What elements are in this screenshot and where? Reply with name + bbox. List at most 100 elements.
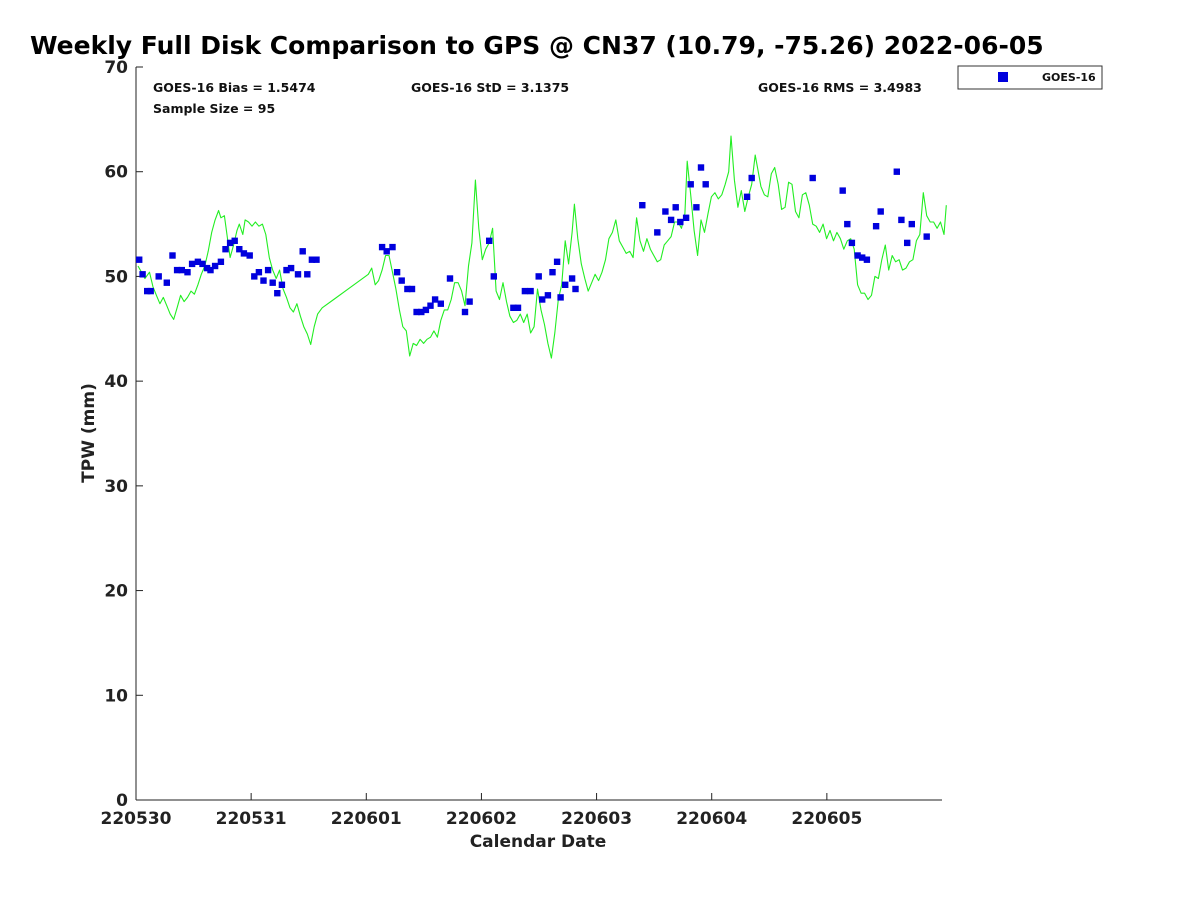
data-point <box>539 296 546 303</box>
data-point <box>510 304 517 311</box>
data-point <box>557 294 564 301</box>
data-point <box>408 285 416 293</box>
data-point <box>226 239 234 247</box>
data-point <box>383 248 390 255</box>
data-point <box>697 164 705 171</box>
data-point <box>854 252 861 259</box>
data-point <box>155 273 162 280</box>
data-point <box>562 281 569 288</box>
data-point <box>904 239 911 247</box>
data-point <box>255 269 263 276</box>
y-axis-label: TPW (mm) <box>79 383 99 483</box>
data-point <box>549 269 556 276</box>
data-point <box>203 264 211 272</box>
data-point <box>294 271 302 278</box>
data-point <box>859 254 866 261</box>
data-point <box>544 292 552 299</box>
y-axis-ticks: 0 10 20 30 40 50 60 70 <box>104 58 143 811</box>
x-tick-label: 220531 <box>216 809 287 829</box>
data-point <box>848 239 856 247</box>
data-point <box>486 237 493 244</box>
data-point <box>404 285 411 293</box>
plot-area <box>136 67 942 800</box>
y-tick-label: 0 <box>116 791 128 811</box>
data-point <box>287 264 295 272</box>
data-point <box>194 258 202 265</box>
data-point <box>422 306 430 314</box>
y-tick-label: 60 <box>104 163 128 183</box>
data-point <box>693 204 700 211</box>
data-point <box>682 214 690 221</box>
data-point <box>378 243 386 251</box>
data-point <box>260 277 267 284</box>
legend-label: GOES-16 <box>1042 71 1096 84</box>
data-point <box>809 174 816 182</box>
data-point <box>844 220 851 228</box>
data-point <box>178 266 185 274</box>
data-point <box>222 246 229 253</box>
data-point <box>188 260 196 268</box>
data-point <box>923 233 930 240</box>
data-point <box>553 258 561 265</box>
data-point <box>269 279 276 286</box>
data-point <box>893 168 900 175</box>
y-tick-label: 40 <box>104 372 128 392</box>
data-point <box>702 181 709 188</box>
data-point <box>521 287 529 295</box>
data-point <box>169 252 176 259</box>
y-tick-label: 10 <box>104 686 128 706</box>
data-point <box>418 308 425 316</box>
data-point <box>389 243 396 251</box>
data-point <box>872 223 880 230</box>
data-point <box>184 269 191 276</box>
y-tick-label: 30 <box>104 477 128 497</box>
legend-box <box>957 65 1103 90</box>
x-tick-label: 220605 <box>791 809 862 829</box>
data-point <box>139 271 146 278</box>
data-point <box>398 277 405 284</box>
data-point <box>231 237 238 244</box>
data-point <box>527 287 534 295</box>
data-point <box>304 271 311 278</box>
data-point <box>251 273 258 280</box>
data-point <box>427 302 434 309</box>
stat-rms: GOES-16 RMS = 3.4983 <box>758 80 922 95</box>
data-point <box>308 256 316 263</box>
chart-title: Weekly Full Disk Comparison to GPS @ CN3… <box>30 31 1044 60</box>
data-point <box>639 202 646 209</box>
data-point <box>908 220 915 228</box>
x-tick-label: 220601 <box>331 809 402 829</box>
series-line <box>137 135 947 359</box>
data-point <box>572 285 579 293</box>
x-tick-label: 220530 <box>101 809 172 829</box>
data-point <box>274 290 281 297</box>
data-point <box>431 296 439 303</box>
data-point <box>393 269 401 276</box>
stat-std: GOES-16 StD = 3.1375 <box>411 80 569 95</box>
legend: GOES-16 <box>957 65 1103 90</box>
data-point <box>743 193 751 200</box>
legend-marker <box>998 72 1008 82</box>
y-tick-label: 70 <box>104 58 128 78</box>
data-point <box>667 216 675 224</box>
x-axis-label: Calendar Date <box>470 832 607 852</box>
data-point <box>839 187 846 194</box>
data-point <box>211 262 219 270</box>
data-point <box>136 256 143 263</box>
stat-bias: GOES-16 Bias = 1.5474 <box>153 80 316 95</box>
data-point <box>446 275 454 282</box>
data-point <box>278 281 286 288</box>
data-point <box>173 266 181 274</box>
x-tick-label: 220602 <box>446 809 517 829</box>
data-point <box>568 275 576 282</box>
data-point <box>437 300 444 307</box>
data-point <box>535 273 542 280</box>
y-tick-label: 20 <box>104 582 128 602</box>
data-point <box>748 174 755 182</box>
x-axis-ticks: 220530 220531 220601 220602 220603 220604 2206… <box>101 793 862 829</box>
data-point <box>662 208 669 215</box>
data-point <box>217 258 225 265</box>
data-point <box>163 279 170 286</box>
data-point <box>199 260 206 268</box>
data-point <box>313 256 320 263</box>
